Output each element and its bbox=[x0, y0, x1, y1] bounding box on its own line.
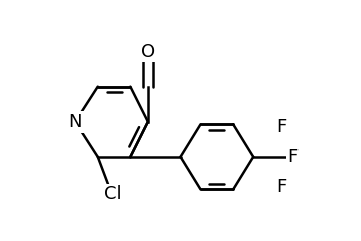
Text: N: N bbox=[69, 113, 82, 131]
Text: F: F bbox=[288, 148, 299, 166]
Text: Cl: Cl bbox=[104, 186, 122, 203]
Text: F: F bbox=[276, 178, 286, 196]
Text: O: O bbox=[141, 43, 155, 60]
Text: F: F bbox=[287, 148, 297, 166]
Text: F: F bbox=[276, 118, 286, 136]
